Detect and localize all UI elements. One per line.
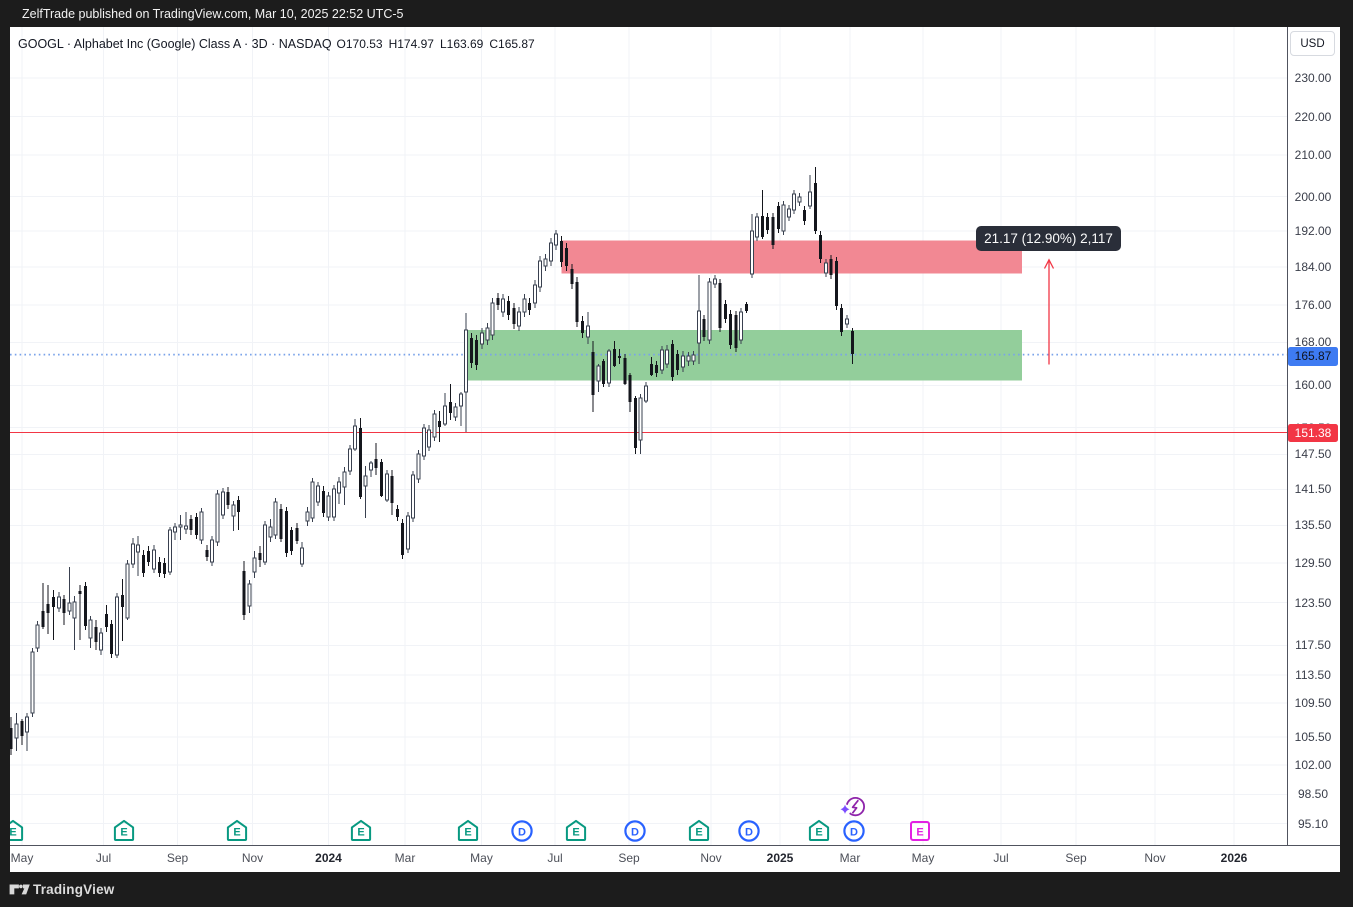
svg-text:E: E bbox=[233, 827, 240, 839]
svg-text:E: E bbox=[120, 827, 127, 839]
svg-text:E: E bbox=[695, 827, 702, 839]
svg-text:E: E bbox=[10, 827, 17, 839]
svg-text:D: D bbox=[745, 827, 753, 839]
svg-text:D: D bbox=[631, 827, 639, 839]
svg-text:D: D bbox=[850, 827, 858, 839]
svg-text:E: E bbox=[572, 827, 579, 839]
svg-text:E: E bbox=[815, 827, 822, 839]
svg-text:E: E bbox=[464, 827, 471, 839]
svg-text:E: E bbox=[357, 827, 364, 839]
svg-text:E: E bbox=[916, 827, 923, 839]
svg-text:D: D bbox=[518, 827, 526, 839]
